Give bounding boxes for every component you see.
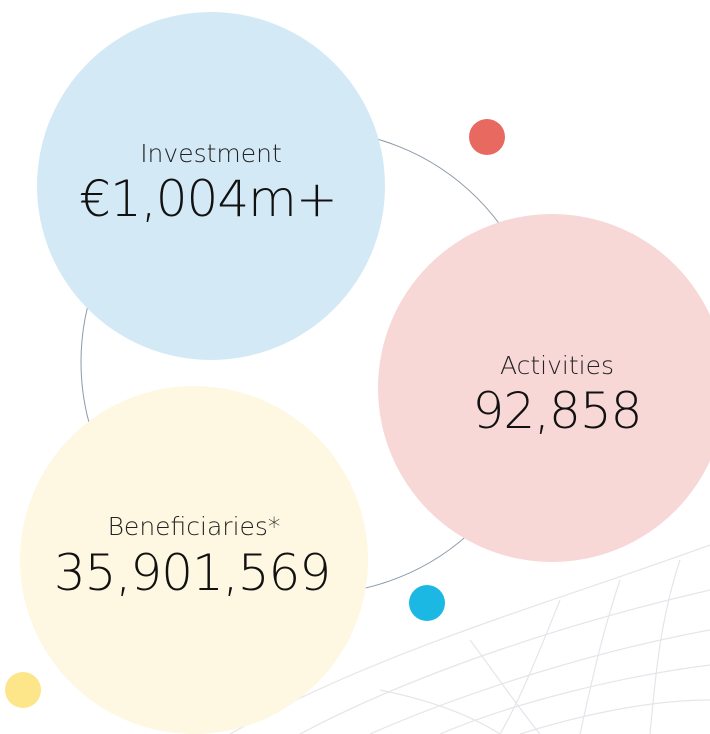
activities-circle [378,214,710,562]
beneficiaries-value: 35,901,569 [54,544,330,602]
investment-label: Investment [140,139,282,168]
dot-blue [409,585,445,621]
dot-yellow [5,672,41,708]
activities-value: 92,858 [473,382,642,440]
beneficiaries-circle [20,386,368,734]
activities-label: Activities [500,351,614,380]
beneficiaries-label: Beneficiaries* [108,512,281,541]
dot-red [469,119,505,155]
decorative-mesh [229,544,710,734]
investment-circle [37,12,385,360]
investment-value: €1,004m+ [79,170,337,228]
